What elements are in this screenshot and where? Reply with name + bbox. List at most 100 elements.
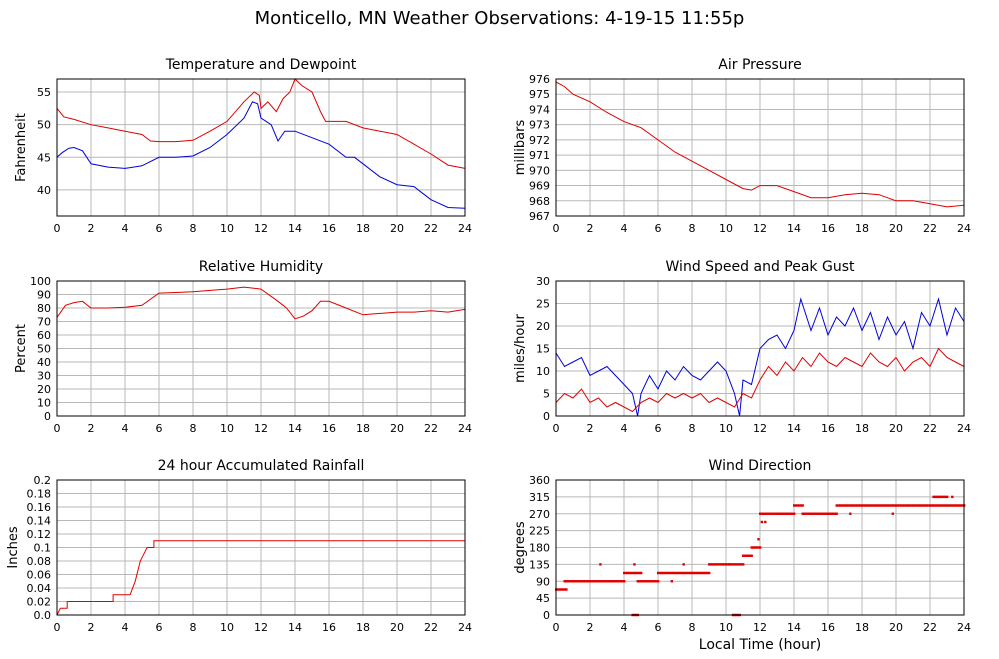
y-tick-label: 0.2: [34, 474, 52, 487]
y-tick-label: 40: [37, 356, 51, 369]
direction-point: [791, 512, 794, 515]
direction-point: [915, 504, 918, 507]
direction-point: [920, 504, 923, 507]
direction-point: [694, 571, 697, 575]
x-tick-label: 20: [390, 422, 404, 435]
direction-point: [866, 504, 869, 507]
direction-point: [840, 504, 843, 507]
direction-point: [711, 563, 714, 566]
direction-point: [844, 504, 847, 507]
direction-point: [816, 512, 820, 515]
x-tick-label: 16: [322, 222, 336, 235]
x-tick-label: 2: [587, 222, 594, 235]
x-tick-label: 6: [156, 621, 163, 634]
direction-point: [896, 504, 900, 507]
direction-point: [570, 580, 573, 583]
x-tick-label: 12: [254, 222, 268, 235]
direction-point: [815, 512, 818, 515]
x-tick-label: 10: [719, 621, 733, 634]
direction-point: [869, 504, 872, 507]
direction-point: [784, 512, 787, 515]
y-tick-label: 20: [37, 383, 51, 396]
direction-point: [820, 512, 823, 515]
y-tick-label: 20: [536, 320, 550, 333]
direction-point: [582, 580, 585, 583]
direction-point: [932, 495, 935, 499]
direction-point: [614, 580, 617, 583]
x-tick-label: 6: [156, 222, 163, 235]
direction-point: [906, 504, 910, 507]
direction-point: [684, 571, 687, 575]
y-tick-label: 225: [529, 525, 550, 538]
direction-point: [691, 571, 694, 575]
direction-point: [651, 580, 655, 583]
direction-point: [813, 512, 816, 515]
direction-point: [951, 495, 954, 499]
direction-point: [634, 571, 638, 575]
direction-point: [728, 563, 731, 566]
direction-point: [563, 580, 566, 583]
direction-point: [685, 571, 689, 575]
y-tick-label: 967: [529, 210, 550, 223]
direction-point: [942, 504, 945, 507]
x-tick-label: 2: [587, 621, 594, 634]
y-tick-label: 25: [536, 298, 550, 311]
y-tick-label: 90: [37, 289, 51, 302]
direction-point: [663, 571, 667, 575]
y-tick-label: 0: [543, 609, 550, 622]
direction-point: [947, 504, 951, 507]
direction-point: [937, 495, 940, 499]
direction-point: [803, 512, 806, 515]
direction-point: [777, 512, 781, 515]
direction-point: [655, 580, 658, 583]
direction-point: [641, 580, 645, 583]
direction-point: [731, 563, 735, 566]
x-tick-label: 18: [356, 222, 370, 235]
x-tick-label: 16: [821, 621, 835, 634]
y-tick-label: 0.12: [27, 528, 52, 541]
direction-point: [769, 512, 772, 515]
direction-point: [760, 520, 764, 524]
x-tick-label: 10: [719, 222, 733, 235]
direction-point: [726, 563, 730, 566]
panel-title: Air Pressure: [718, 57, 801, 73]
direction-point: [578, 580, 582, 583]
direction-point: [580, 580, 583, 583]
y-tick-label: 40: [37, 184, 51, 197]
x-tick-label: 18: [356, 621, 370, 634]
x-tick-label: 12: [254, 621, 268, 634]
direction-point: [716, 563, 719, 566]
direction-point: [719, 563, 723, 566]
x-axis-label: Local Time (hour): [699, 637, 821, 653]
direction-point: [779, 512, 782, 515]
direction-point: [847, 504, 850, 507]
direction-point: [706, 571, 709, 575]
x-tick-label: 8: [689, 422, 696, 435]
direction-point: [597, 580, 600, 583]
direction-point: [799, 504, 803, 507]
direction-point: [940, 504, 944, 507]
direction-point: [565, 580, 568, 583]
direction-point: [682, 571, 685, 575]
direction-point: [881, 504, 884, 507]
direction-point: [781, 512, 784, 515]
direction-point: [563, 588, 566, 591]
x-tick-label: 10: [220, 621, 234, 634]
y-tick-label: 10: [536, 365, 550, 378]
x-tick-label: 10: [220, 422, 234, 435]
y-tick-label: 100: [30, 275, 51, 288]
x-tick-label: 22: [923, 222, 937, 235]
direction-point: [798, 504, 801, 507]
direction-point: [821, 512, 825, 515]
direction-point: [606, 580, 609, 583]
direction-point: [740, 563, 743, 566]
x-tick-label: 22: [424, 222, 438, 235]
x-tick-label: 8: [190, 222, 197, 235]
x-tick-label: 18: [855, 222, 869, 235]
direction-point: [701, 571, 704, 575]
direction-point: [889, 504, 893, 507]
direction-point: [623, 580, 626, 583]
y-axis-label: Percent: [14, 324, 29, 373]
